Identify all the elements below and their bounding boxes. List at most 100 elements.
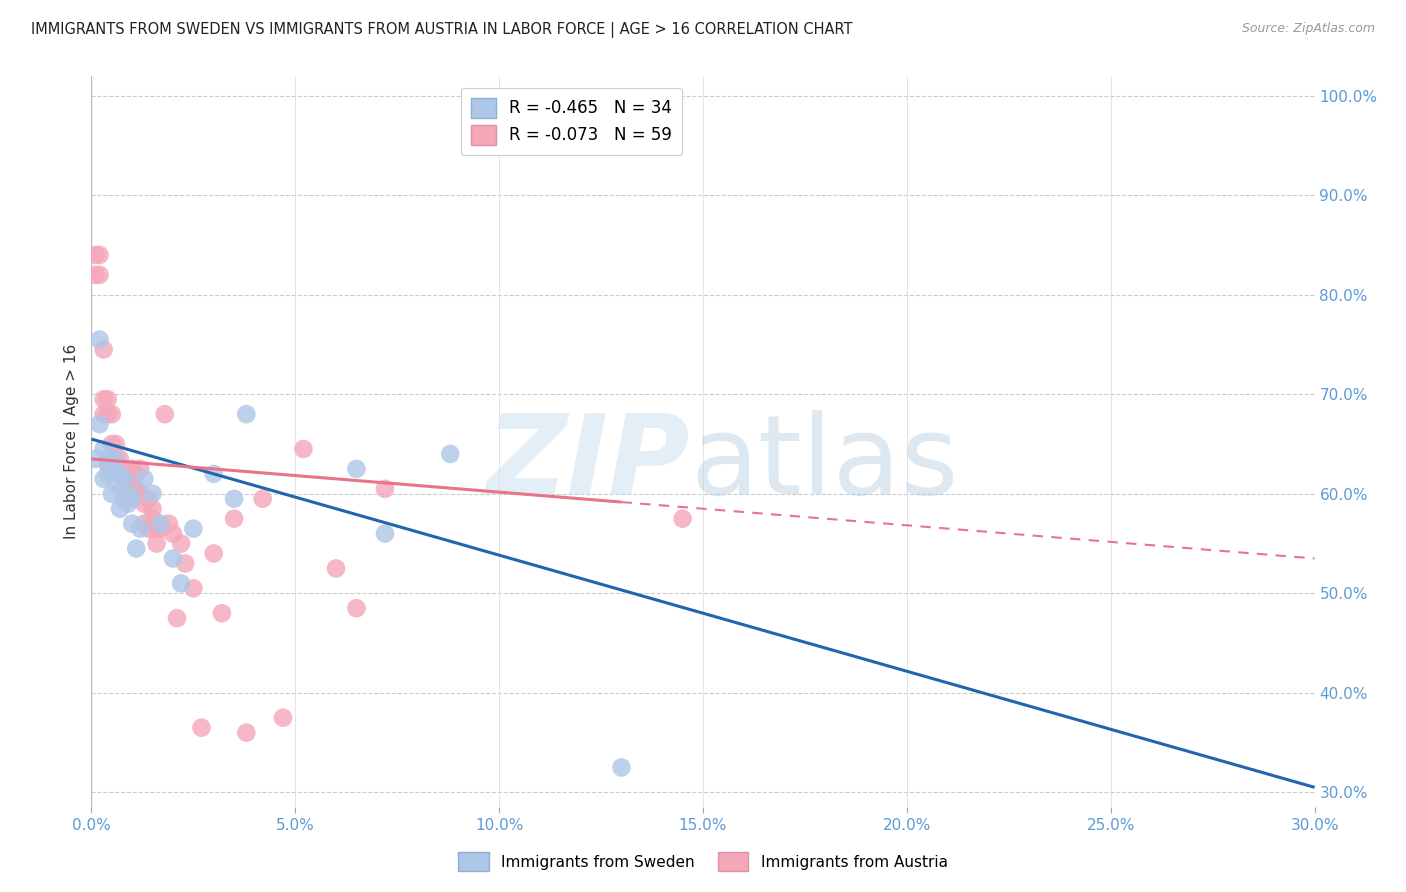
Point — [149, 516, 172, 531]
Point — [202, 547, 225, 561]
Point — [162, 526, 184, 541]
Point — [101, 462, 124, 476]
Point — [93, 343, 115, 357]
Point — [610, 760, 633, 774]
Legend: R = -0.465   N = 34, R = -0.073   N = 59: R = -0.465 N = 34, R = -0.073 N = 59 — [461, 87, 682, 155]
Point — [183, 582, 205, 596]
Legend: Immigrants from Sweden, Immigrants from Austria: Immigrants from Sweden, Immigrants from … — [453, 847, 953, 877]
Point — [89, 417, 111, 431]
Point — [89, 248, 111, 262]
Point — [346, 462, 368, 476]
Point — [93, 392, 115, 407]
Point — [121, 462, 143, 476]
Point — [84, 248, 107, 262]
Point — [84, 268, 107, 282]
Point — [93, 472, 115, 486]
Point — [129, 462, 152, 476]
Point — [211, 606, 233, 620]
Point — [129, 487, 152, 501]
Point — [117, 482, 139, 496]
Point — [183, 522, 205, 536]
Point — [439, 447, 461, 461]
Text: atlas: atlas — [690, 410, 959, 517]
Text: ZIP: ZIP — [488, 410, 690, 517]
Point — [104, 452, 127, 467]
Point — [89, 268, 111, 282]
Point — [134, 516, 156, 531]
Point — [134, 472, 156, 486]
Point — [271, 711, 294, 725]
Point — [101, 407, 124, 421]
Point — [112, 472, 135, 486]
Point — [125, 541, 148, 556]
Point — [93, 442, 115, 456]
Point — [149, 522, 172, 536]
Point — [108, 452, 131, 467]
Point — [104, 452, 127, 467]
Point — [121, 472, 143, 486]
Point — [202, 467, 225, 481]
Point — [112, 472, 135, 486]
Point — [97, 407, 120, 421]
Point — [121, 491, 143, 506]
Point — [125, 467, 148, 481]
Point — [235, 407, 257, 421]
Point — [108, 467, 131, 481]
Point — [117, 467, 139, 481]
Text: Source: ZipAtlas.com: Source: ZipAtlas.com — [1241, 22, 1375, 36]
Point — [145, 536, 167, 550]
Point — [141, 511, 163, 525]
Point — [162, 551, 184, 566]
Point — [93, 407, 115, 421]
Point — [170, 576, 193, 591]
Point — [117, 476, 139, 491]
Point — [292, 442, 315, 456]
Point — [104, 476, 127, 491]
Point — [252, 491, 274, 506]
Point — [174, 557, 197, 571]
Point — [84, 452, 107, 467]
Point — [134, 497, 156, 511]
Point — [190, 721, 212, 735]
Point — [222, 511, 246, 525]
Point — [222, 491, 246, 506]
Point — [112, 462, 135, 476]
Point — [145, 522, 167, 536]
Point — [374, 482, 396, 496]
Point — [157, 516, 180, 531]
Point — [97, 467, 120, 481]
Point — [97, 457, 120, 471]
Text: IMMIGRANTS FROM SWEDEN VS IMMIGRANTS FROM AUSTRIA IN LABOR FORCE | AGE > 16 CORR: IMMIGRANTS FROM SWEDEN VS IMMIGRANTS FRO… — [31, 22, 852, 38]
Point — [374, 526, 396, 541]
Point — [101, 437, 124, 451]
Point — [112, 491, 135, 506]
Point — [89, 333, 111, 347]
Point — [112, 467, 135, 481]
Y-axis label: In Labor Force | Age > 16: In Labor Force | Age > 16 — [65, 344, 80, 539]
Point — [121, 482, 143, 496]
Point — [104, 437, 127, 451]
Point — [97, 452, 120, 467]
Point — [346, 601, 368, 615]
Point — [101, 457, 124, 471]
Point — [129, 522, 152, 536]
Point — [125, 482, 148, 496]
Point — [170, 536, 193, 550]
Point — [138, 491, 160, 506]
Point — [166, 611, 188, 625]
Point — [104, 457, 127, 471]
Point — [101, 487, 124, 501]
Point — [235, 725, 257, 739]
Point — [138, 522, 160, 536]
Point — [117, 497, 139, 511]
Point — [325, 561, 347, 575]
Point — [672, 511, 695, 525]
Point — [121, 516, 143, 531]
Point — [153, 407, 176, 421]
Point — [97, 392, 120, 407]
Point — [117, 487, 139, 501]
Point — [141, 487, 163, 501]
Point — [141, 501, 163, 516]
Point — [108, 462, 131, 476]
Point — [108, 501, 131, 516]
